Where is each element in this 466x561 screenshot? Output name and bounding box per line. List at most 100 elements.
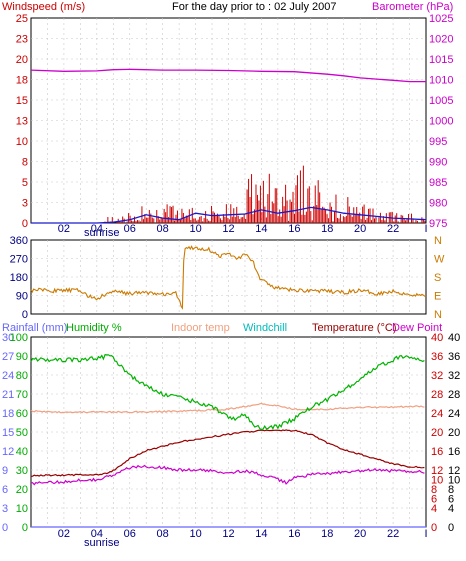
humidity-ytick: 50: [16, 427, 28, 439]
compass-label: S: [434, 272, 441, 284]
temp-ytick: 6: [431, 494, 437, 506]
wind-ytick: 0: [22, 218, 28, 230]
baro-ytick: 1000: [429, 116, 453, 128]
temp-ytick: 10: [431, 475, 443, 487]
wind-xtick: 14: [255, 223, 267, 235]
humidity-ytick: 80: [16, 370, 28, 382]
wind-ytick: 25: [16, 13, 28, 25]
rain-ytick: 30: [2, 332, 14, 344]
chart-title: For the day prior to : 02 July 2007: [172, 1, 336, 13]
rain-ytick: 18: [2, 408, 14, 420]
legend-temperature: Temperature (°C): [312, 322, 396, 334]
temp-ytick-alt: 28: [448, 389, 460, 401]
baro-ytick: 990: [429, 157, 447, 169]
temp-ytick: 8: [431, 484, 437, 496]
wind-direction-line: [30, 245, 427, 310]
wind-xtick: 12: [222, 223, 234, 235]
wind-xtick: 16: [288, 223, 300, 235]
temp-ytick-alt: 16: [448, 446, 460, 458]
barometer-axis-title: Barometer (hPa): [372, 1, 453, 13]
wind-xtick: 02: [58, 223, 70, 235]
wind-ytick: 8: [22, 157, 28, 169]
compass-label: N: [434, 235, 442, 247]
rain-ytick: 24: [2, 370, 14, 382]
wind-ytick: 3: [22, 198, 28, 210]
temp-ytick: 40: [431, 332, 443, 344]
temp-ytick: 24: [431, 408, 443, 420]
temp-ytick-alt: 12: [448, 465, 460, 477]
temp-ytick-alt: 32: [448, 370, 460, 382]
temp-xtick: 16: [288, 528, 300, 540]
temp-xtick: 08: [157, 528, 169, 540]
rain-ytick: 15: [2, 427, 14, 439]
barometer-line: [30, 68, 426, 83]
dewpoint-line: [31, 464, 425, 486]
legend-humidity: Humidity %: [66, 322, 122, 334]
humidity-ytick: 60: [16, 408, 28, 420]
wind-ytick: 13: [16, 116, 28, 128]
indoor-temp-line: [30, 402, 425, 414]
baro-ytick: 1005: [429, 95, 453, 107]
temperature-line: [30, 429, 425, 477]
temp-xtick: 02: [58, 528, 70, 540]
temp-xtick: 22: [387, 528, 399, 540]
wind-ytick: 15: [16, 95, 28, 107]
wind-ytick: 18: [16, 75, 28, 87]
temp-ytick-alt: 10: [448, 475, 460, 487]
wind-xtick: 20: [354, 223, 366, 235]
baro-ytick: 980: [429, 198, 447, 210]
dir-ytick: 270: [10, 254, 28, 266]
humidity-ytick: 40: [16, 446, 28, 458]
rain-ytick: 21: [2, 389, 14, 401]
humidity-ytick: 90: [16, 351, 28, 363]
temp-ytick-alt: 6: [448, 494, 454, 506]
sunrise-label-top: sunrise: [84, 227, 119, 239]
wind-average-line: [31, 206, 427, 224]
legend-windchill: Windchill: [243, 322, 287, 334]
rain-ytick: 0: [2, 522, 8, 534]
wind-xtick: 10: [189, 223, 201, 235]
wind-xtick: 06: [124, 223, 136, 235]
baro-ytick: 985: [429, 177, 447, 189]
temp-ytick: 36: [431, 351, 443, 363]
wind-ytick: 20: [16, 54, 28, 66]
humidity-ytick: 100: [10, 332, 28, 344]
humidity-ytick: 70: [16, 389, 28, 401]
temp-ytick: 0: [431, 522, 437, 534]
temp-ytick-alt: 36: [448, 351, 460, 363]
dir-ytick: 360: [10, 235, 28, 247]
dir-ytick: 180: [10, 272, 28, 284]
humidity-ytick: 20: [16, 484, 28, 496]
temp-ytick-alt: 20: [448, 427, 460, 439]
rain-ytick: 6: [2, 484, 8, 496]
temp-ytick-alt: 24: [448, 408, 460, 420]
temp-xtick: 12: [222, 528, 234, 540]
rain-ytick: 12: [2, 446, 14, 458]
humidity-ytick: 10: [16, 503, 28, 515]
wind-ytick: 5: [22, 177, 28, 189]
baro-ytick: 1025: [429, 13, 453, 25]
temp-ytick: 4: [431, 503, 437, 515]
temp-xtick: 06: [124, 528, 136, 540]
baro-ytick: 1010: [429, 75, 453, 87]
grid-layer: [31, 18, 426, 527]
baro-ytick: 995: [429, 136, 447, 148]
rain-ytick: 27: [2, 351, 14, 363]
temp-ytick-alt: 40: [448, 332, 460, 344]
temp-ytick: 12: [431, 465, 443, 477]
humidity-ytick: 0: [22, 522, 28, 534]
temp-ytick-alt: 0: [448, 522, 454, 534]
legend-indoor-temp: Indoor temp: [171, 322, 230, 334]
humidity-ytick: 30: [16, 465, 28, 477]
temp-ytick: 28: [431, 389, 443, 401]
temp-xtick: 18: [321, 528, 333, 540]
wind-xtick: 18: [321, 223, 333, 235]
wind-ytick: 23: [16, 34, 28, 46]
baro-ytick: 1015: [429, 54, 453, 66]
temp-xtick: 10: [189, 528, 201, 540]
label-layer: 0358101315182023259759809859909951000100…: [2, 13, 460, 540]
wind-xtick: 04: [91, 223, 103, 235]
legend-rainfall: Rainfall (mm): [2, 322, 67, 334]
